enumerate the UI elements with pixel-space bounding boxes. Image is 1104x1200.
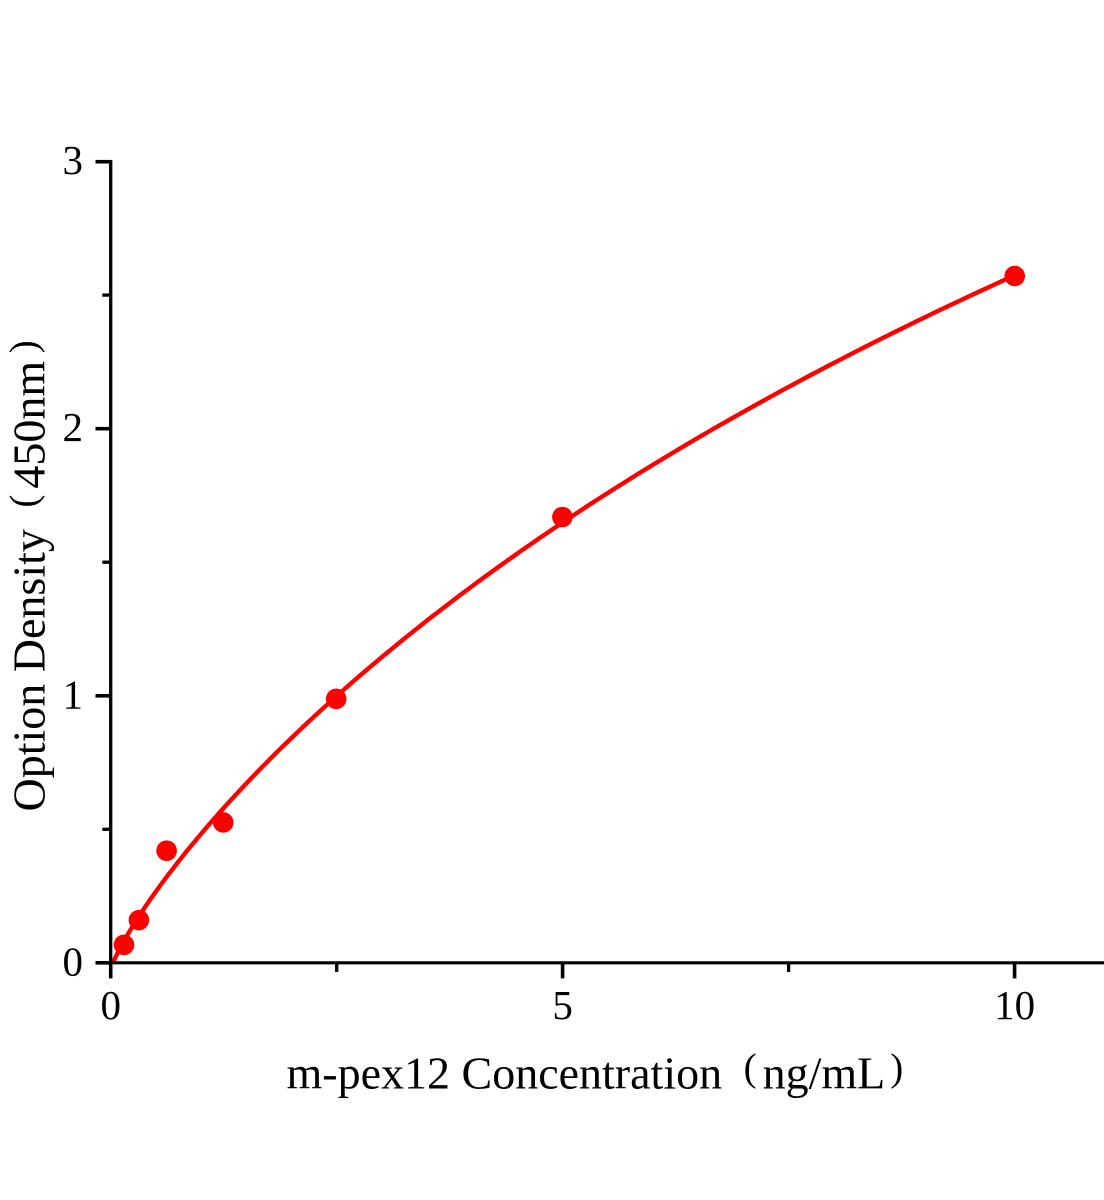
svg-text:1: 1 (63, 671, 84, 717)
svg-text:0: 0 (100, 982, 121, 1028)
svg-text:10: 10 (994, 982, 1035, 1028)
svg-text:Option Density (450nm): Option Density (450nm) (2, 340, 54, 811)
svg-text:3: 3 (63, 137, 84, 183)
svg-text:5: 5 (552, 982, 573, 1028)
svg-text:m-pex12 Concentration (ng/mL): m-pex12 Concentration (ng/mL) (287, 1046, 904, 1098)
svg-text:0: 0 (63, 938, 84, 984)
svg-text:2: 2 (63, 404, 84, 450)
